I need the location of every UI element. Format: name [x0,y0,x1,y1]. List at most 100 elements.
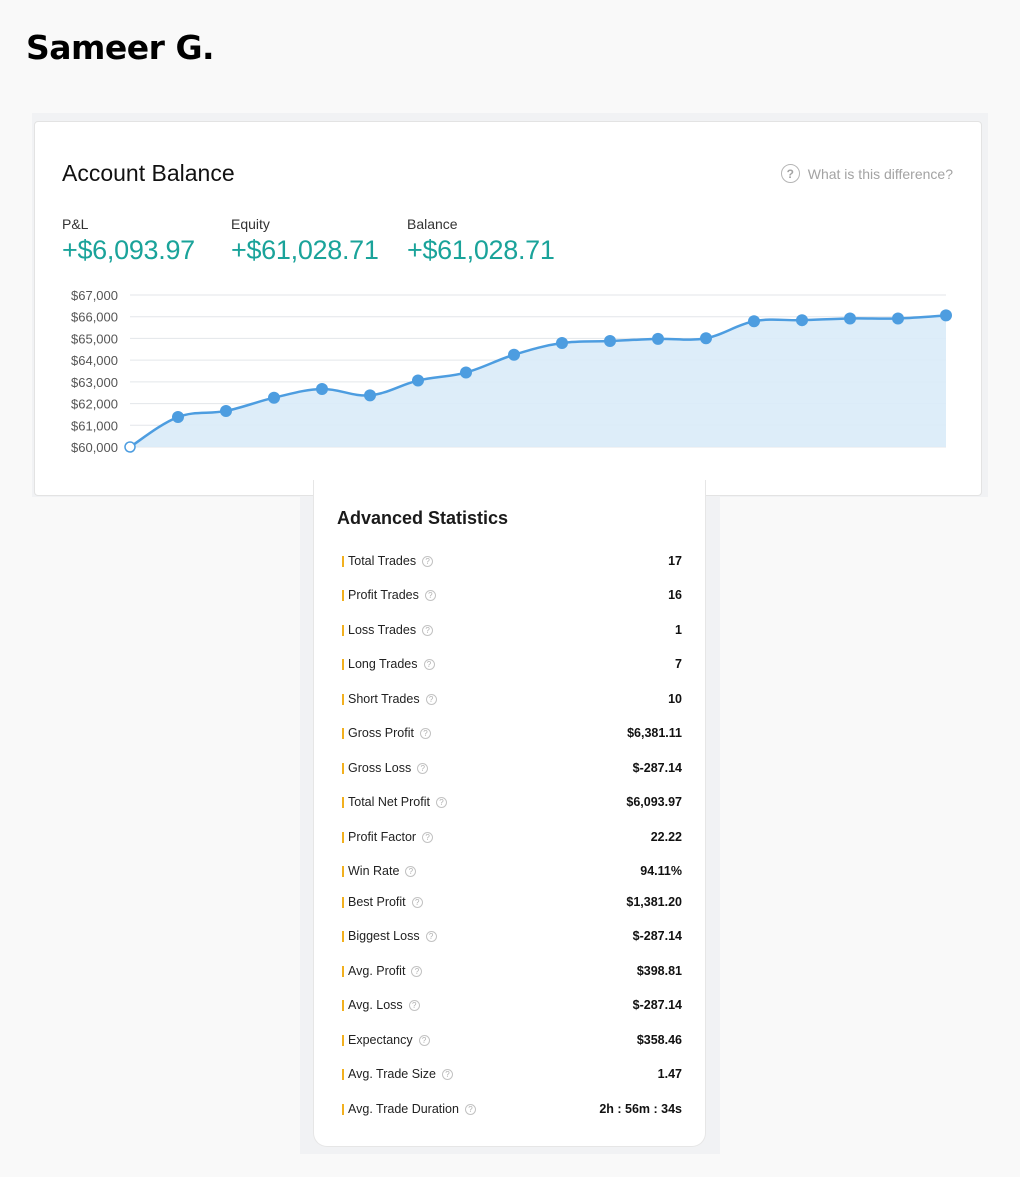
question-circle-icon[interactable]: ? [464,1103,476,1115]
data-point [556,336,568,349]
stat-value: $-287.14 [632,929,682,943]
stat-row: Avg. Loss? $-287.14 [342,996,682,1014]
card-title: Account Balance [62,160,235,186]
data-point [268,391,280,404]
y-tick-label: $63,000 [71,375,118,390]
question-circle-icon[interactable]: ? [420,727,431,739]
stat-value: 2h : 56m : 34s [599,1102,682,1116]
difference-help-link[interactable]: ? What is this difference? [780,164,953,183]
stat-row: Total Net Profit? $6,093.97 [342,793,682,811]
question-circle-icon[interactable]: ? [425,693,437,705]
stat-label: Biggest Loss [348,929,420,943]
stat-accent-bar [342,1034,344,1046]
stat-label: Avg. Loss [348,998,403,1012]
stats-title: Advanced Statistics [337,508,509,528]
stat-label: Profit Trades [348,588,419,602]
metric-value: +$61,028.71 [231,235,379,265]
stat-accent-bar [342,999,344,1011]
data-point [364,389,376,402]
y-tick-label: $65,000 [71,331,118,346]
question-circle-icon[interactable]: ? [418,1034,430,1046]
data-point [940,309,952,322]
balance-area [130,315,946,447]
stat-row: Avg. Profit? $398.81 [342,962,682,980]
question-circle-icon[interactable]: ? [422,624,434,636]
stat-label: Best Profit [348,895,406,909]
stat-accent-bar [342,831,344,843]
stat-accent-bar [342,796,344,808]
question-circle-icon[interactable]: ? [408,999,420,1011]
data-point [892,312,904,325]
stat-label: Expectancy [348,1033,413,1047]
stat-value: 1.47 [657,1067,682,1081]
stat-value: $6,381.11 [627,726,682,740]
stat-accent-bar [342,658,344,670]
question-circle-icon[interactable]: ? [425,930,437,942]
stat-label: Win Rate [348,864,400,878]
data-point [748,315,760,328]
stat-row: Biggest Loss? $-287.14 [342,927,682,945]
metric-label: Equity [231,216,270,232]
question-circle-icon[interactable]: ? [424,589,436,601]
question-circle-icon[interactable]: ? [411,965,423,977]
y-tick-label: $61,000 [71,418,118,433]
stat-accent-bar [342,693,344,705]
y-tick-label: $60,000 [71,440,118,455]
stat-value: $-287.14 [632,998,682,1012]
stat-accent-bar [342,1068,344,1080]
stat-label: Gross Profit [348,726,414,740]
stat-value: 17 [668,554,682,568]
stat-label: Avg. Trade Duration [348,1102,459,1116]
metric-label: Balance [407,216,458,232]
help-text: What is this difference? [807,165,953,182]
stat-label: Loss Trades [348,623,417,637]
metric-equity: Equity +$61,028.71 [231,216,379,266]
balance-chart: $60,000 $61,000 $62,000 $63,000 $64,000 $65,0… [71,288,952,455]
question-circle-icon[interactable]: ? [411,896,423,908]
metric-label: P&L [62,216,89,232]
page-title: Sameer G. [26,28,215,67]
stat-value: 1 [675,623,682,637]
question-circle-icon[interactable]: ? [422,555,434,567]
data-point [796,314,808,327]
question-circle-icon: ? [780,164,800,183]
question-circle-icon[interactable]: ? [435,796,447,808]
question-circle-icon[interactable]: ? [417,762,429,774]
stat-row: Best Profit? $1,381.20 [342,893,682,911]
question-circle-icon[interactable]: ? [405,865,417,877]
stat-accent-bar [342,1103,344,1115]
stat-accent-bar [342,555,344,567]
stat-row: Gross Profit? $6,381.11 [342,724,682,742]
question-circle-icon[interactable]: ? [442,1068,454,1080]
stat-label: Long Trades [348,657,418,671]
data-point [316,383,328,396]
stat-row: Avg. Trade Size? 1.47 [342,1065,682,1083]
y-tick-label: $66,000 [71,310,118,325]
data-point [460,366,472,379]
stat-row: Avg. Trade Duration? 2h : 56m : 34s [342,1100,682,1118]
stat-accent-bar [342,624,344,636]
stat-value: $358.46 [636,1033,682,1047]
stat-value: $398.81 [636,964,682,978]
stat-accent-bar [342,896,344,908]
question-circle-icon[interactable]: ? [422,831,434,843]
metric-balance: Balance +$61,028.71 [407,216,555,266]
data-point [700,332,712,345]
data-point [604,335,616,348]
stat-label: Profit Factor [348,830,417,844]
stat-value: 10 [668,692,682,706]
stat-value: $6,093.97 [626,795,682,809]
stat-row: Win Rate? 94.11% [342,862,682,880]
stat-row: Long Trades? 7 [342,655,682,673]
stat-accent-bar [342,762,344,774]
data-point [844,312,856,325]
stat-value: 7 [675,657,682,671]
stat-value: 94.11% [640,864,682,878]
stat-label: Avg. Profit [348,964,406,978]
stat-value: $-287.14 [632,761,682,775]
metric-pnl: P&L +$6,093.97 [62,216,195,266]
stat-row: Short Trades? 10 [342,690,682,708]
stat-accent-bar [342,865,344,877]
question-circle-icon[interactable]: ? [423,658,435,670]
stat-label: Gross Loss [348,761,412,775]
